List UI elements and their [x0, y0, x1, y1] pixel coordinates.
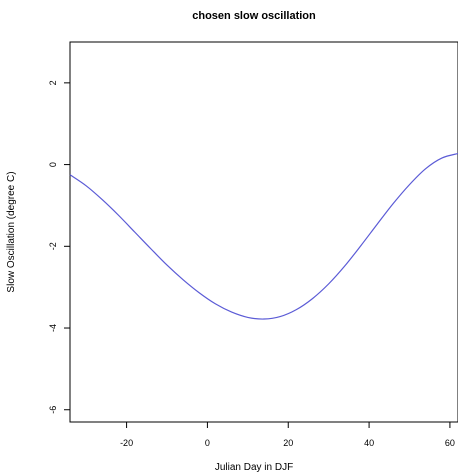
x-axis-label: Julian Day in DJF [215, 462, 293, 473]
plot-frame [69, 41, 458, 423]
x-tick-label: 60 [445, 438, 455, 448]
x-tick-label: 40 [364, 438, 374, 448]
x-axis: -20 0 20 40 60 [120, 422, 455, 448]
y-tick-label: -4 [48, 324, 58, 332]
y-tick-label: -2 [48, 242, 58, 250]
y-tick-label: 2 [48, 80, 58, 85]
x-tick-label: -20 [120, 438, 133, 448]
y-tick-label: -6 [48, 406, 58, 414]
chart-title: chosen slow oscillation [192, 10, 316, 22]
series-line [69, 152, 458, 320]
y-tick-label: 0 [48, 162, 58, 167]
x-tick-label: 0 [205, 438, 210, 448]
y-axis-label: Slow Oscillation (degree C) [6, 171, 17, 292]
x-tick-label: 20 [283, 438, 293, 448]
y-axis: -6 -4 -2 0 2 [48, 80, 70, 414]
